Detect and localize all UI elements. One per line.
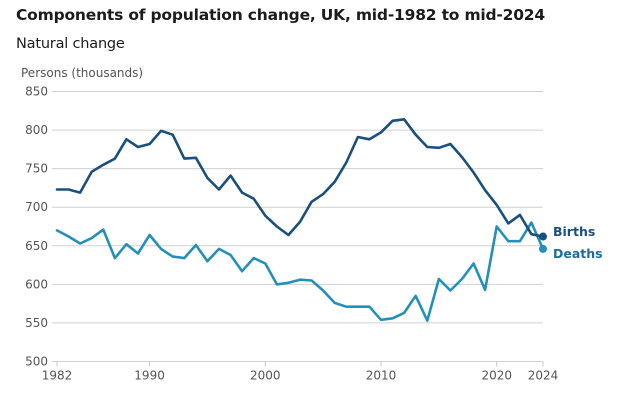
legend-label-births: Births <box>553 224 595 239</box>
x-tick-label: 2010 <box>366 369 397 383</box>
y-axis-ticks: 500 550 600 650 700 750 800 850 <box>25 85 48 369</box>
y-tick-label: 750 <box>25 162 48 176</box>
chart-subtitle: Natural change <box>16 36 125 52</box>
series-line-births <box>55 118 545 238</box>
y-tick-label: 500 <box>25 355 48 369</box>
y-tick-label: 600 <box>25 277 48 291</box>
y-tick-label: 700 <box>25 200 48 214</box>
chart-title: Components of population change, UK, mid… <box>16 6 545 24</box>
y-tick-label: 650 <box>25 239 48 253</box>
x-tick-label: 2020 <box>481 369 512 383</box>
y-axis-label: Persons (thousands) <box>21 66 144 80</box>
x-tick-label: 2024 <box>528 369 559 383</box>
end-marker-deaths <box>539 244 547 253</box>
y-tick-label: 850 <box>25 85 48 99</box>
y-tick-label: 550 <box>25 316 48 330</box>
legend-label-deaths: Deaths <box>553 246 603 261</box>
x-tick-label: 2000 <box>250 369 281 383</box>
x-axis-ticks: 1982 1990 2000 2010 2020 2024 <box>42 361 559 383</box>
legend: Births Deaths <box>553 224 603 261</box>
series-lines <box>55 118 547 322</box>
end-marker-births <box>539 232 547 241</box>
x-tick-label: 1982 <box>42 369 73 383</box>
y-tick-label: 800 <box>25 123 48 137</box>
gridlines <box>52 91 543 362</box>
series-line-deaths <box>55 221 545 322</box>
x-tick-label: 1990 <box>134 369 165 383</box>
